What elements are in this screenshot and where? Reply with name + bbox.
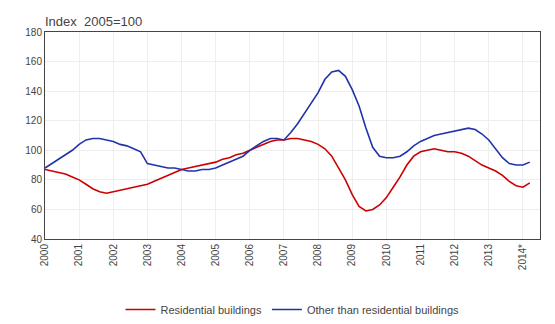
svg-text:100: 100 <box>25 145 42 156</box>
svg-text:2006: 2006 <box>244 244 255 267</box>
svg-text:2002: 2002 <box>108 244 119 267</box>
svg-text:40: 40 <box>31 234 43 245</box>
svg-text:160: 160 <box>25 56 42 67</box>
svg-text:2010: 2010 <box>381 244 392 267</box>
svg-text:2001: 2001 <box>73 244 84 267</box>
svg-text:140: 140 <box>25 86 42 97</box>
svg-text:2008: 2008 <box>312 244 323 267</box>
svg-text:80: 80 <box>31 174 43 185</box>
svg-text:2014*: 2014* <box>517 244 528 270</box>
svg-text:2011: 2011 <box>415 244 426 266</box>
svg-text:2005: 2005 <box>210 244 221 267</box>
svg-text:Index 2005=100: Index 2005=100 <box>45 14 142 29</box>
svg-text:180: 180 <box>25 27 42 38</box>
svg-text:2013: 2013 <box>483 244 494 267</box>
svg-text:2003: 2003 <box>142 244 153 267</box>
svg-text:2012: 2012 <box>449 244 460 267</box>
svg-text:2009: 2009 <box>346 244 357 267</box>
svg-text:2000: 2000 <box>39 244 50 267</box>
svg-text:120: 120 <box>25 115 42 126</box>
svg-text:Residential buildings: Residential buildings <box>161 304 262 316</box>
svg-text:60: 60 <box>31 204 43 215</box>
svg-text:2007: 2007 <box>278 244 289 267</box>
svg-text:Other than residential buildin: Other than residential buildings <box>307 304 459 316</box>
svg-text:2004: 2004 <box>176 244 187 267</box>
